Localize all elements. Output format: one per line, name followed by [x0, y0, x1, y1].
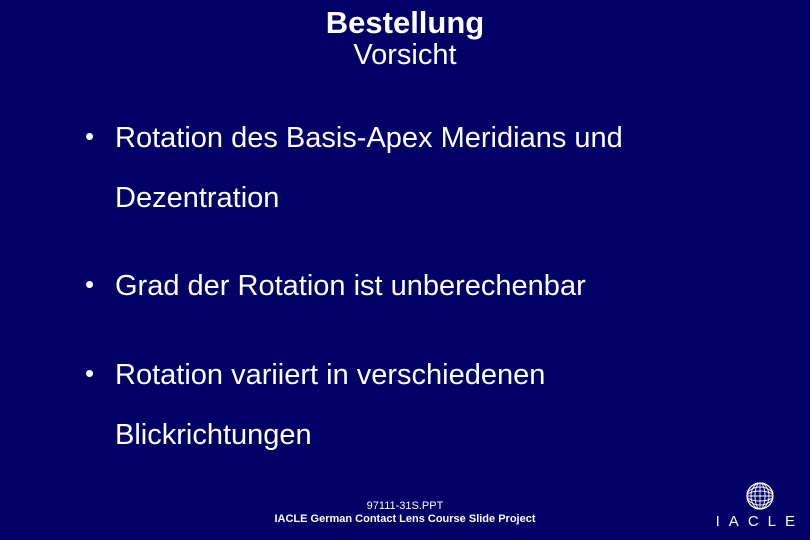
logo-block: IACLE [716, 481, 804, 530]
title-block: Bestellung Vorsicht [0, 0, 810, 72]
slide: Bestellung Vorsicht Rotation des Basis-A… [0, 0, 810, 540]
bullet-text-line1: Rotation variiert in verschiedenen [115, 359, 545, 391]
bullet-item: Grad der Rotation ist unberechenbar [85, 268, 760, 304]
footer-project: IACLE German Contact Lens Course Slide P… [0, 513, 810, 526]
bullet-text-line1: Grad der Rotation ist unberechenbar [115, 270, 586, 302]
logo-text: IACLE [716, 513, 804, 530]
bullet-item: Rotation variiert in verschiedenen Blick… [85, 357, 760, 454]
content-area: Rotation des Basis-Apex Meridians und De… [0, 72, 810, 453]
bullet-text-line1: Rotation des Basis-Apex Meridians und [115, 122, 623, 154]
bullet-text-line2: Blickrichtungen [115, 417, 760, 453]
bullet-text-line2: Dezentration [115, 180, 760, 216]
bullet-item: Rotation des Basis-Apex Meridians und De… [85, 120, 760, 217]
globe-icon [745, 481, 775, 511]
slide-subtitle: Vorsicht [0, 40, 810, 72]
footer-filename: 97111-31S.PPT [0, 500, 810, 513]
footer: 97111-31S.PPT IACLE German Contact Lens … [0, 500, 810, 526]
slide-title: Bestellung [0, 6, 810, 40]
